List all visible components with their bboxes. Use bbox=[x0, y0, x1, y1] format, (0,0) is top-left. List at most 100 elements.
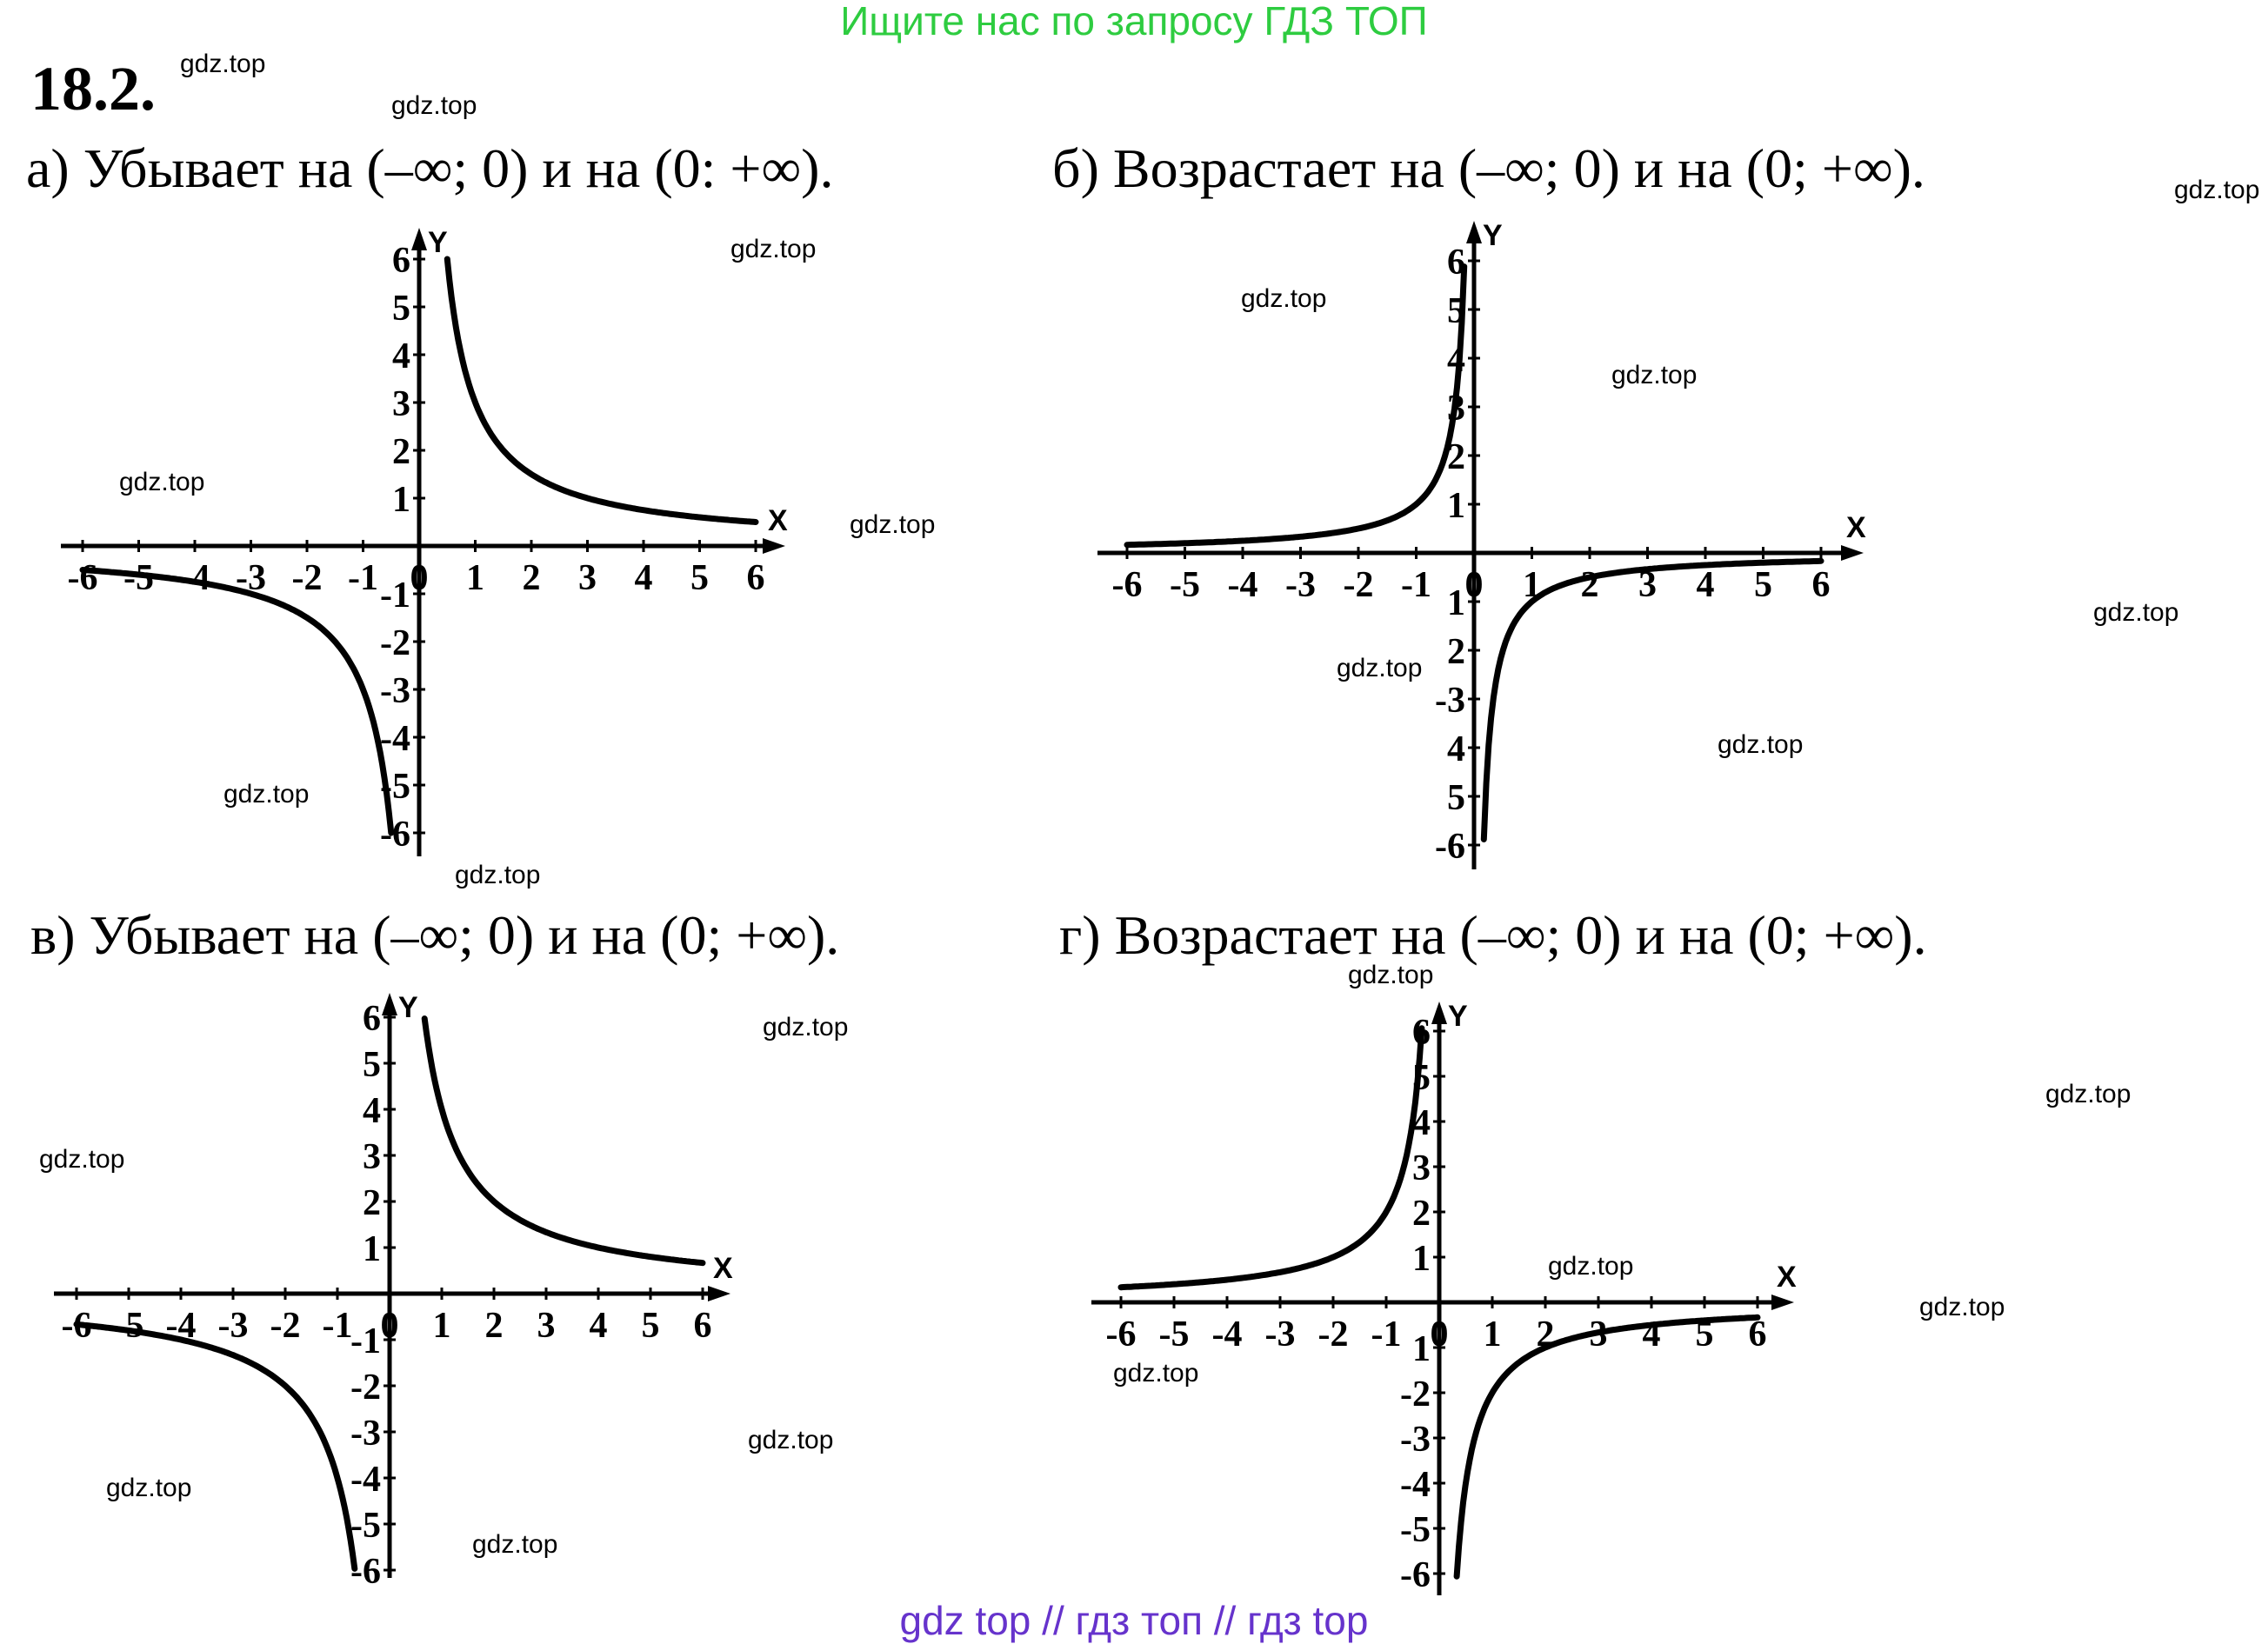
y-tick-label: -4 bbox=[350, 1460, 381, 1500]
x-tick-label: 2 bbox=[1581, 565, 1599, 605]
x-tick-label: 3 bbox=[578, 558, 597, 598]
y-tick-label: 6 bbox=[392, 241, 410, 281]
y-tick-label: 2 bbox=[1447, 437, 1465, 477]
y-tick-label: 6 bbox=[363, 999, 381, 1039]
x-tick-label: 5 bbox=[1696, 1315, 1714, 1354]
x-axis-arrow bbox=[1841, 545, 1864, 561]
y-tick-label: -3 bbox=[380, 671, 410, 711]
y-tick-label: 5 bbox=[392, 289, 410, 329]
x-tick-label: 0 bbox=[410, 558, 429, 598]
x-axis-arrow bbox=[1771, 1295, 1794, 1310]
watermark: gdz.top bbox=[1919, 1293, 2005, 1321]
x-tick-label: 3 bbox=[537, 1306, 556, 1346]
x-tick-label: 1 bbox=[466, 558, 484, 598]
y-tick-label: -4 bbox=[380, 719, 410, 759]
watermark: gdz.top bbox=[1241, 284, 1327, 313]
x-tick-label: 1 bbox=[1484, 1315, 1502, 1354]
x-tick-label: 2 bbox=[523, 558, 541, 598]
y-axis-label: Y bbox=[428, 226, 448, 259]
y-tick-label: 3 bbox=[1412, 1148, 1431, 1188]
watermark: gdz.top bbox=[1611, 361, 1698, 389]
watermark: gdz.top bbox=[472, 1530, 558, 1559]
y-tick-label: -2 bbox=[350, 1368, 381, 1408]
series-line-b bbox=[1124, 263, 1468, 549]
caption-a: а) Убывает на (–∞; 0) и на (0: +∞). bbox=[26, 137, 834, 199]
x-tick-label: -3 bbox=[218, 1306, 249, 1346]
y-tick-label: 1 bbox=[363, 1229, 381, 1269]
watermark: gdz.top bbox=[1337, 654, 1423, 682]
caption-b: б) Возрастает на (–∞; 0) и на (0; +∞). bbox=[1052, 137, 1925, 199]
y-tick-label: 5 bbox=[1447, 778, 1465, 818]
x-axis-arrow bbox=[708, 1286, 730, 1301]
series-line-g bbox=[1117, 1025, 1425, 1291]
x-tick-label: -5 bbox=[114, 1306, 144, 1346]
y-tick-label: 4 bbox=[363, 1091, 381, 1131]
watermark: gdz.top bbox=[223, 780, 310, 809]
watermark: gdz.top bbox=[748, 1426, 834, 1454]
y-axis-arrow bbox=[382, 993, 397, 1015]
watermark: gdz.top bbox=[1718, 730, 1804, 759]
y-tick-label: -3 bbox=[1400, 1420, 1431, 1460]
series-line-g bbox=[1453, 1314, 1761, 1580]
watermark: gdz.top bbox=[106, 1474, 192, 1502]
x-tick-label: -3 bbox=[1285, 565, 1316, 605]
y-axis-label: Y bbox=[1483, 219, 1503, 252]
x-tick-label: 4 bbox=[1697, 565, 1715, 605]
watermark: gdz.top bbox=[180, 50, 266, 78]
x-tick-label: -1 bbox=[323, 1306, 353, 1346]
x-tick-label: -6 bbox=[1112, 565, 1143, 605]
x-tick-label: 6 bbox=[1812, 565, 1831, 605]
y-tick-label: 5 bbox=[363, 1045, 381, 1085]
y-tick-label: -3 bbox=[350, 1414, 381, 1454]
x-tick-label: 5 bbox=[690, 558, 709, 598]
y-tick-label: 4 bbox=[392, 336, 410, 376]
x-tick-label: -1 bbox=[1401, 565, 1431, 605]
x-axis-label: X bbox=[768, 504, 788, 537]
x-tick-label: -1 bbox=[1371, 1315, 1402, 1354]
x-tick-label: -2 bbox=[292, 558, 323, 598]
series-line-v bbox=[73, 1321, 358, 1572]
y-tick-label: -6 bbox=[1435, 827, 1465, 867]
y-tick-label: 1 bbox=[392, 480, 410, 520]
x-tick-label: -2 bbox=[270, 1306, 301, 1346]
x-tick-label: 5 bbox=[1754, 565, 1772, 605]
x-tick-label: -5 bbox=[1159, 1315, 1190, 1354]
x-tick-label: 4 bbox=[635, 558, 653, 598]
y-tick-label: 2 bbox=[1447, 632, 1465, 672]
y-axis-label: Y bbox=[398, 991, 418, 1024]
y-tick-label: -1 bbox=[350, 1321, 381, 1361]
y-tick-label: -6 bbox=[1400, 1555, 1431, 1595]
watermark: gdz.top bbox=[2093, 598, 2179, 627]
x-tick-label: -5 bbox=[1170, 565, 1200, 605]
footer-banner[interactable]: gdz top // гдз топ // гдз top bbox=[899, 1598, 1369, 1643]
watermark: gdz.top bbox=[1348, 961, 1434, 989]
x-tick-label: 5 bbox=[642, 1306, 660, 1346]
watermark: gdz.top bbox=[2174, 176, 2260, 204]
x-tick-label: 6 bbox=[694, 1306, 712, 1346]
y-tick-label: 3 bbox=[392, 384, 410, 424]
y-tick-label: 4 bbox=[1447, 729, 1465, 769]
x-axis-arrow bbox=[763, 538, 785, 554]
y-tick-label: 6 bbox=[1447, 243, 1465, 283]
watermark: gdz.top bbox=[763, 1013, 849, 1042]
y-tick-label: 1 bbox=[1412, 1239, 1431, 1279]
x-axis-label: X bbox=[713, 1252, 733, 1285]
x-tick-label: 2 bbox=[485, 1306, 504, 1346]
x-tick-label: 1 bbox=[433, 1306, 451, 1346]
series-line-b bbox=[1480, 557, 1824, 842]
x-axis-label: X bbox=[1846, 511, 1866, 544]
y-tick-label: -2 bbox=[1400, 1374, 1431, 1414]
y-axis-arrow bbox=[411, 228, 427, 250]
y-tick-label: 1 bbox=[1447, 486, 1465, 526]
x-tick-label: -4 bbox=[1228, 565, 1258, 605]
x-tick-label: 6 bbox=[1749, 1315, 1767, 1354]
y-tick-label: -6 bbox=[380, 815, 410, 855]
y-tick-label: -5 bbox=[350, 1506, 381, 1546]
x-tick-label: 0 bbox=[1431, 1315, 1449, 1354]
y-tick-label: 3 bbox=[363, 1137, 381, 1177]
x-tick-label: 0 bbox=[381, 1306, 399, 1346]
x-tick-label: 3 bbox=[1638, 565, 1657, 605]
series-line-v bbox=[421, 1015, 706, 1267]
watermark: gdz.top bbox=[119, 468, 205, 496]
